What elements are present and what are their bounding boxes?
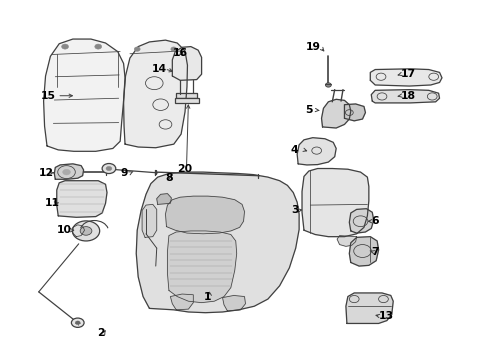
Polygon shape <box>302 168 368 237</box>
Text: 16: 16 <box>172 48 187 58</box>
Polygon shape <box>172 46 201 80</box>
Polygon shape <box>170 294 193 310</box>
Polygon shape <box>369 69 441 86</box>
Text: 20: 20 <box>177 164 192 174</box>
Circle shape <box>134 47 140 51</box>
Bar <box>175 98 198 103</box>
Text: 12: 12 <box>39 168 54 178</box>
Polygon shape <box>222 296 245 311</box>
Polygon shape <box>167 231 236 303</box>
Polygon shape <box>136 172 299 313</box>
Text: 7: 7 <box>370 247 378 257</box>
Polygon shape <box>297 138 335 165</box>
Polygon shape <box>165 196 244 234</box>
Text: 18: 18 <box>400 91 415 101</box>
Polygon shape <box>336 235 356 246</box>
Circle shape <box>75 321 80 324</box>
Polygon shape <box>344 104 365 121</box>
Text: 8: 8 <box>165 173 172 183</box>
Circle shape <box>61 44 68 49</box>
Text: 5: 5 <box>305 105 312 115</box>
Polygon shape <box>348 209 373 233</box>
Text: 10: 10 <box>57 225 72 235</box>
Polygon shape <box>57 181 107 217</box>
Circle shape <box>72 221 100 241</box>
Text: 3: 3 <box>290 206 298 216</box>
Circle shape <box>170 47 176 51</box>
Text: 14: 14 <box>152 64 166 74</box>
Polygon shape <box>123 40 187 148</box>
Text: 17: 17 <box>400 69 415 79</box>
Circle shape <box>325 83 330 87</box>
Circle shape <box>71 318 84 327</box>
Circle shape <box>106 166 112 171</box>
Polygon shape <box>176 93 197 98</box>
Circle shape <box>102 163 116 174</box>
Polygon shape <box>73 225 84 237</box>
Text: 13: 13 <box>378 311 393 321</box>
Text: 11: 11 <box>44 198 60 208</box>
Polygon shape <box>43 39 125 151</box>
Text: 1: 1 <box>204 292 211 302</box>
Circle shape <box>62 169 70 175</box>
Polygon shape <box>54 164 83 179</box>
Text: 2: 2 <box>97 328 104 338</box>
Polygon shape <box>157 194 171 204</box>
Text: 9: 9 <box>120 168 127 178</box>
Text: 19: 19 <box>305 42 320 52</box>
Text: 4: 4 <box>290 144 298 154</box>
Polygon shape <box>321 99 350 128</box>
Polygon shape <box>142 204 157 237</box>
Polygon shape <box>370 90 439 103</box>
Text: 6: 6 <box>370 216 378 226</box>
Text: 15: 15 <box>41 91 56 101</box>
Polygon shape <box>345 293 392 323</box>
Circle shape <box>95 44 102 49</box>
Circle shape <box>80 226 92 235</box>
Polygon shape <box>348 237 378 266</box>
